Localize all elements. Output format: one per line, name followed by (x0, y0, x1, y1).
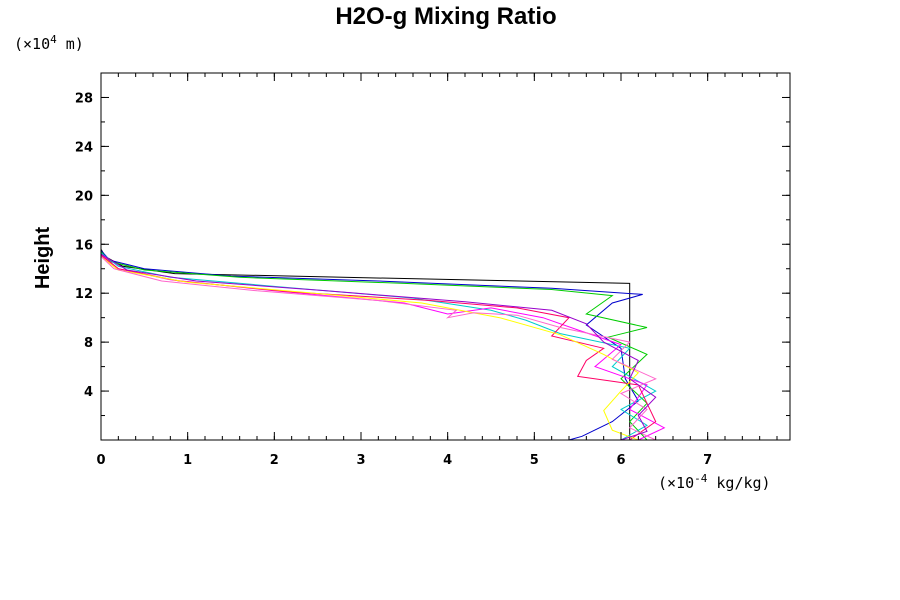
x-tick-label: 3 (356, 453, 365, 468)
x-unit-suffix: kg/kg) (707, 474, 770, 492)
y-tick-label: 8 (84, 336, 93, 351)
series-line-9 (100, 253, 657, 441)
x-tick-label: 5 (530, 453, 539, 468)
y-tick-label: 20 (75, 189, 93, 204)
y-unit-suffix: m) (57, 35, 84, 53)
series-line-4 (100, 252, 657, 441)
x-tick-label: 7 (703, 453, 712, 468)
x-unit-label: (×10-4 kg/kg) (658, 472, 771, 492)
series-line-8 (100, 256, 657, 441)
x-unit-exponent: -4 (694, 472, 708, 485)
series-line-7 (100, 256, 640, 441)
x-tick-label: 0 (96, 453, 105, 468)
y-tick-label: 4 (84, 385, 93, 400)
y-unit-prefix: (×10 (14, 35, 50, 53)
plot-frame (100, 72, 791, 441)
x-tick-label: 4 (443, 453, 452, 468)
series-line-1 (100, 73, 631, 440)
y-tick-label: 12 (75, 287, 93, 302)
y-tick-label: 24 (75, 140, 93, 155)
x-tick-label: 6 (616, 453, 625, 468)
y-axis-label: Height (32, 227, 54, 290)
y-unit-label: (×104 m) (14, 33, 84, 53)
x-unit-prefix: (×10 (658, 474, 694, 492)
x-tick-label: 2 (270, 453, 279, 468)
series-line-2 (100, 250, 643, 441)
y-tick-label: 16 (75, 238, 93, 253)
x-tick-label: 1 (183, 453, 192, 468)
series-line-3 (100, 251, 648, 441)
chart-title: H2O-g Mixing Ratio (335, 3, 556, 30)
y-unit-exponent: 4 (50, 33, 57, 46)
y-tick-label: 28 (75, 91, 93, 106)
